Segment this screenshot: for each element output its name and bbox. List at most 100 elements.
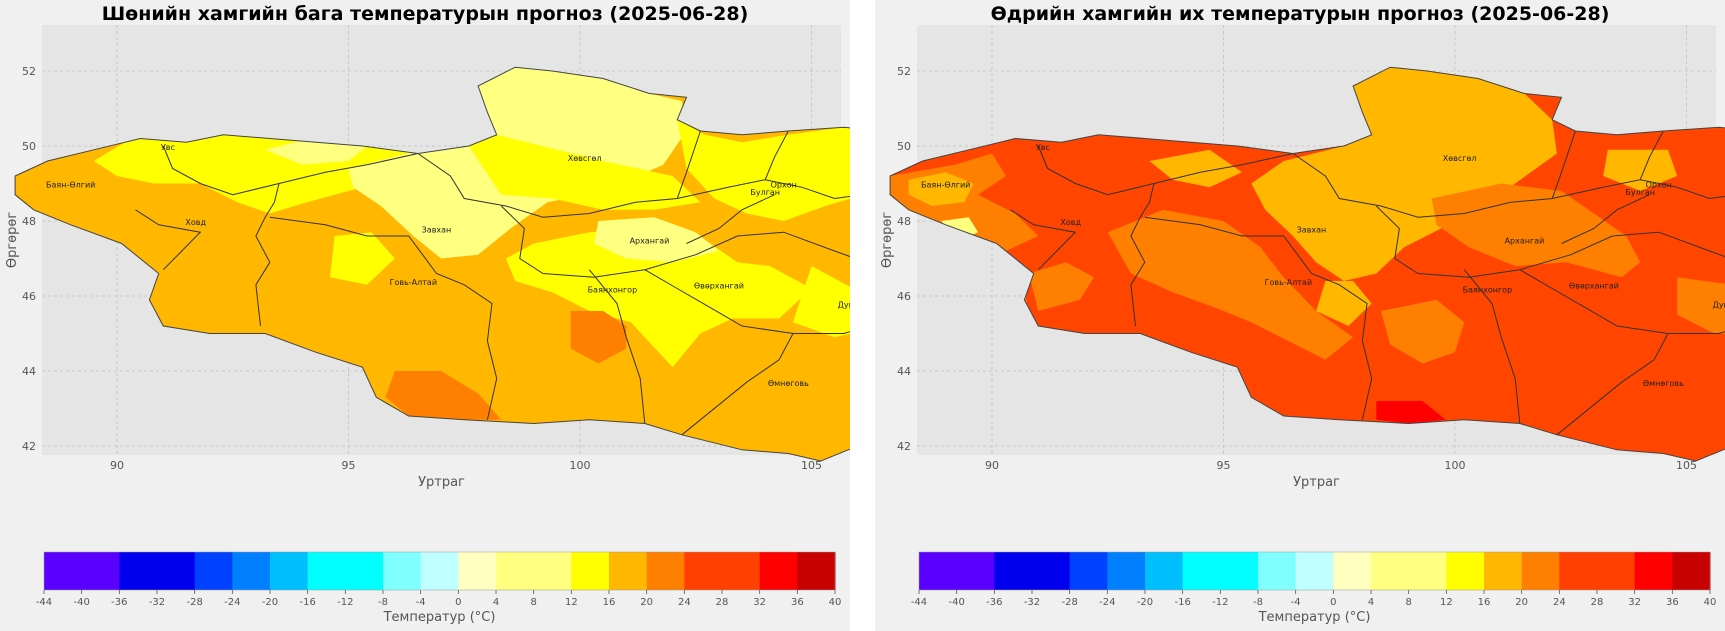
aimag-boundary [1640,179,1725,200]
colorbar-tick-label: -20 [1137,597,1153,608]
colorbar-bin [609,552,648,590]
aimag-label-uvurkhangai: Өвөрхангай [1569,282,1619,291]
aimag-boundary [1561,194,1650,244]
aimag-boundary [500,205,738,278]
colorbar-tick-label: 8 [530,597,536,608]
aimag-label-bayan_ulgii: Баян-Өлгий [921,180,970,189]
colorbar-bin [496,552,535,590]
colorbar-bin [1182,552,1221,590]
colorbar-tick-label: -40 [948,597,964,608]
colorbar-tick-label: 4 [1368,597,1374,608]
colorbar-tick-label: 28 [1591,597,1604,608]
temperature-zone [1677,277,1725,334]
colorbar-tick-label: -44 [36,597,52,608]
colorbar-tick-label: -20 [262,597,278,608]
aimag-boundary [1556,333,1669,436]
aimag-boundary [1463,269,1521,424]
colorbar-bin [722,552,761,590]
colorbar-bin [232,552,271,590]
colorbar-bin [1220,552,1259,590]
colorbar-tick-label: -16 [299,597,315,608]
colorbar-bin [1559,552,1598,590]
aimag-boundary [417,130,701,218]
colorbar-bin [1634,552,1673,590]
temperature-zone [908,172,974,206]
colorbar-tick-label: -40 [73,597,89,608]
x-tick-label: 95 [342,459,356,472]
country-outline [889,66,1725,462]
temperature-zone [1107,209,1354,360]
y-tick-label: 44 [897,365,911,378]
colorbar-bin [919,552,958,590]
colorbar-frame [918,551,1711,591]
colorbar-tick-label: -8 [378,597,388,608]
aimag-boundary [1292,130,1576,218]
aimag-boundaries [1010,130,1725,436]
colorbar-tick-label: -12 [337,597,353,608]
colorbar-tick-label: -36 [986,597,1002,608]
colorbar-tick-label: 28 [716,597,729,608]
aimag-boundary [588,269,646,424]
colorbar-bin [194,552,233,590]
colorbar-tick-label: 20 [640,597,653,608]
colorbar-tick-label: 40 [829,597,842,608]
colorbar-bin [1484,552,1523,590]
colorbar-tick-label: -32 [149,597,165,608]
aimag-label-uvurkhangai: Өвөрхангай [694,282,744,291]
aimag-label-khovd: Ховд [185,218,206,227]
colorbar-bin [44,552,83,590]
temperature-zone [570,311,627,364]
colorbar-tick-label: 0 [1330,597,1336,608]
y-tick-label: 46 [897,290,911,303]
aimag-label-bayankhongor: Баянхонгор [1463,285,1512,294]
temperature-zone [677,119,850,221]
temperature-zone [505,228,812,368]
y-tick-label: 42 [22,440,36,453]
min-temp-map-chart: 9095100105110115120424446485052УртрагӨрг… [5,25,850,625]
aimag-label-khuvsgul: Хөвсгөл [1443,154,1477,163]
x-tick-label: 100 [570,459,591,472]
colorbar-tick-label: -4 [416,597,426,608]
colorbar-tick-label: 4 [493,597,499,608]
max-temp-map-chart: 9095100105110115120424446485052УртрагӨрг… [880,25,1725,625]
x-tick-label: 90 [110,459,124,472]
aimag-label-dundgovi: Дундговь [1713,300,1725,309]
aimag-label-arkhangai: Архангай [630,237,670,246]
aimag-label-umnugovi: Өмнөговь [1643,379,1684,388]
aimag-boundary [1612,231,1725,258]
colorbar: -44 -40 -36 -32 -28 -24 -20 -16 -12 -8 -4 0 4 8 12 16 20… [911,551,1716,625]
aimag-boundary [737,231,850,258]
colorbar-bin [1371,552,1410,590]
y-tick-label: 48 [897,215,911,228]
y-tick-label: 52 [22,65,36,78]
colorbar-frame [43,551,836,591]
colorbar-tick-label: 24 [1553,597,1566,608]
colorbar-bin [270,552,309,590]
y-axis-label: Өргөрөг [5,212,20,268]
aimag-labels: Увс Баян-Өлгий Ховд Завхан Хөвсгөл ОрхонБулга… [921,143,1725,388]
aimag-boundary [135,209,202,271]
aimag-boundary [162,145,419,196]
max-temp-map-panel: Өдрийн хамгийн их температурын прогноз (… [875,0,1725,631]
y-tick-label: 44 [22,365,36,378]
aimag-label-umnugovi: Өмнөговь [768,379,809,388]
colorbar-tick-label: -8 [1253,597,1263,608]
temperature-field [15,67,850,461]
colorbar-bin [1333,552,1372,590]
colorbar-label: Температур (°C) [383,610,496,625]
colorbar-tick-label: -28 [186,597,202,608]
aimag-label-bulgan: Булган [1625,188,1655,197]
aimag-labels: Увс Баян-Өлгий Ховд Завхан Хөвсгөл ОрхонБулга… [46,143,850,388]
colorbar-bin [1258,552,1297,590]
y-axis-label: Өргөрөг [880,212,895,268]
colorbar-bin [1069,552,1108,590]
colorbar-tick-label: -36 [111,597,127,608]
colorbar-bin [81,552,120,590]
country-outline [14,66,850,462]
aimag-label-govi_altai: Говь-Алтай [390,278,437,287]
temperature-zone [385,371,502,420]
colorbar-bin [1672,552,1711,590]
aimag-boundary [686,194,775,244]
colorbar-bin [1145,552,1184,590]
colorbar-bin [571,552,610,590]
